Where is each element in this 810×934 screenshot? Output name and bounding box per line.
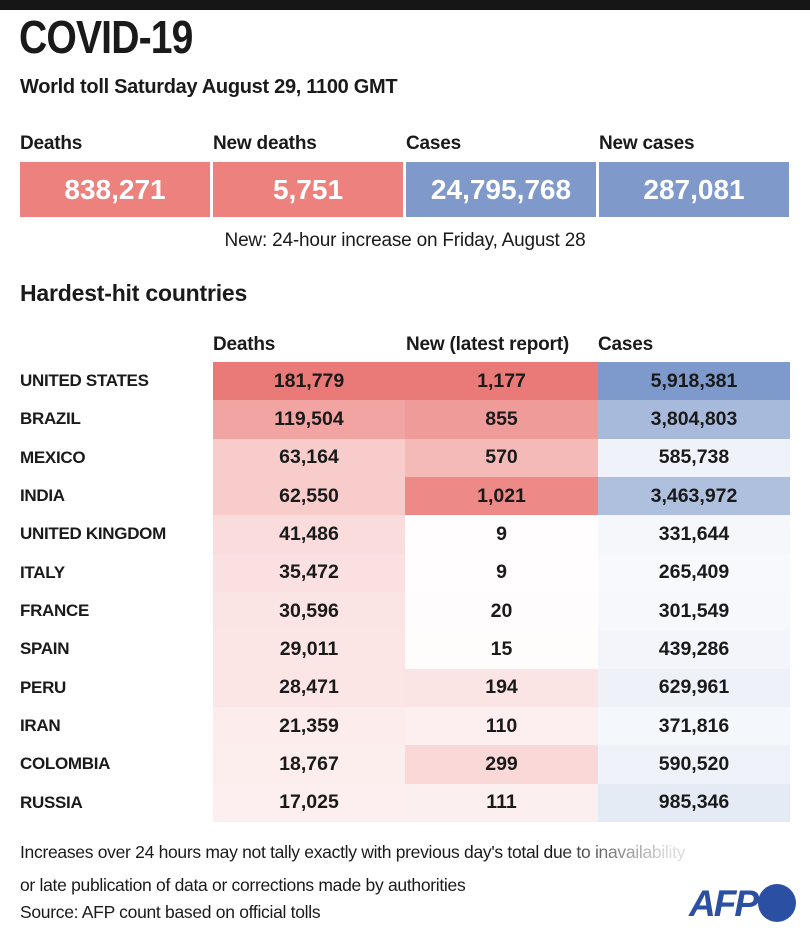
footnote-line2: or late publication of data or correctio… [20, 875, 466, 895]
cases-cell: 3,463,972 [598, 477, 790, 516]
stat-new-deaths-label: New deaths [213, 133, 317, 154]
country-label: UNITED KINGDOM [20, 524, 166, 544]
stat-deaths: Deaths 838,271 [20, 133, 210, 217]
column-header-new: New (latest report) [406, 334, 570, 355]
country-label: INDIA [20, 486, 65, 506]
deaths-cell: 28,471 [213, 668, 405, 707]
top-bar [0, 0, 810, 10]
country-label: FRANCE [20, 601, 90, 621]
table-row: RUSSIA 17,025 111 985,346 [0, 783, 810, 822]
stat-cases-label: Cases [406, 133, 461, 154]
table-row: ITALY 35,472 9 265,409 [0, 553, 810, 592]
cases-cell: 439,286 [598, 630, 790, 669]
table-row: UNITED KINGDOM 41,486 9 331,644 [0, 515, 810, 554]
column-header-deaths: Deaths [213, 334, 276, 355]
stat-deaths-value: 838,271 [20, 162, 210, 217]
page-subtitle: World toll Saturday August 29, 1100 GMT [20, 76, 398, 98]
table-row: UNITED STATES 181,779 1,177 5,918,381 [0, 362, 810, 401]
afp-logo-text: AFP [689, 882, 759, 924]
stat-new-cases-value: 287,081 [599, 162, 789, 217]
cases-cell: 629,961 [598, 668, 790, 707]
stat-cases: Cases 24,795,768 [406, 133, 596, 217]
new-cell: 1,021 [405, 477, 598, 516]
new-cell: 194 [405, 668, 598, 707]
cases-cell: 265,409 [598, 553, 790, 592]
deaths-cell: 21,359 [213, 707, 405, 746]
table-row: INDIA 62,550 1,021 3,463,972 [0, 477, 810, 516]
table-row: BRAZIL 119,504 855 3,804,803 [0, 400, 810, 439]
footnote-line1: Increases over 24 hours may not tally ex… [20, 842, 690, 863]
new-cell: 9 [405, 515, 598, 554]
country-label: PERU [20, 677, 67, 697]
deaths-cell: 62,550 [213, 477, 405, 516]
cases-cell: 985,346 [598, 783, 790, 822]
table-row: SPAIN 29,011 15 439,286 [0, 630, 810, 669]
cases-cell: 3,804,803 [598, 400, 790, 439]
cases-cell: 585,738 [598, 438, 790, 477]
deaths-cell: 181,779 [213, 362, 405, 401]
cases-cell: 301,549 [598, 592, 790, 631]
stat-deaths-label: Deaths [20, 133, 83, 154]
deaths-cell: 35,472 [213, 553, 405, 592]
table-title: Hardest-hit countries [20, 280, 248, 306]
deaths-cell: 29,011 [213, 630, 405, 669]
table-row: PERU 28,471 194 629,961 [0, 668, 810, 707]
page-title: COVID-19 [19, 11, 193, 63]
deaths-cell: 17,025 [213, 783, 405, 822]
new-cell: 110 [405, 707, 598, 746]
country-label: RUSSIA [20, 792, 83, 812]
increase-note: New: 24-hour increase on Friday, August … [224, 230, 586, 251]
deaths-cell: 41,486 [213, 515, 405, 554]
deaths-cell: 18,767 [213, 745, 405, 784]
new-cell: 570 [405, 438, 598, 477]
new-cell: 15 [405, 630, 598, 669]
stat-new-deaths: New deaths 5,751 [213, 133, 403, 217]
new-cell: 299 [405, 745, 598, 784]
deaths-cell: 63,164 [213, 438, 405, 477]
country-label: MEXICO [20, 447, 86, 467]
new-cell: 1,177 [405, 362, 598, 401]
deaths-cell: 30,596 [213, 592, 405, 631]
stat-new-cases-label: New cases [599, 133, 695, 154]
new-cell: 20 [405, 592, 598, 631]
cases-cell: 590,520 [598, 745, 790, 784]
table-row: IRAN 21,359 110 371,816 [0, 707, 810, 746]
cases-cell: 5,918,381 [598, 362, 790, 401]
stat-new-deaths-value: 5,751 [213, 162, 403, 217]
table-row: MEXICO 63,164 570 585,738 [0, 438, 810, 477]
country-label: ITALY [20, 562, 65, 582]
new-cell: 111 [405, 783, 598, 822]
country-label: BRAZIL [20, 409, 81, 429]
stat-new-cases: New cases 287,081 [599, 133, 789, 217]
afp-globe-icon [758, 884, 796, 922]
cases-cell: 371,816 [598, 707, 790, 746]
table-row: FRANCE 30,596 20 301,549 [0, 592, 810, 631]
country-label: SPAIN [20, 639, 70, 659]
column-header-cases: Cases [598, 334, 653, 355]
deaths-cell: 119,504 [213, 400, 405, 439]
cases-cell: 331,644 [598, 515, 790, 554]
table-row: COLOMBIA 18,767 299 590,520 [0, 745, 810, 784]
afp-logo: AFP [689, 884, 796, 922]
country-label: UNITED STATES [20, 371, 149, 391]
stat-cases-value: 24,795,768 [406, 162, 596, 217]
source-line: Source: AFP count based on official toll… [20, 902, 321, 922]
new-cell: 855 [405, 400, 598, 439]
country-label: IRAN [20, 716, 61, 736]
new-cell: 9 [405, 553, 598, 592]
country-label: COLOMBIA [20, 754, 111, 774]
